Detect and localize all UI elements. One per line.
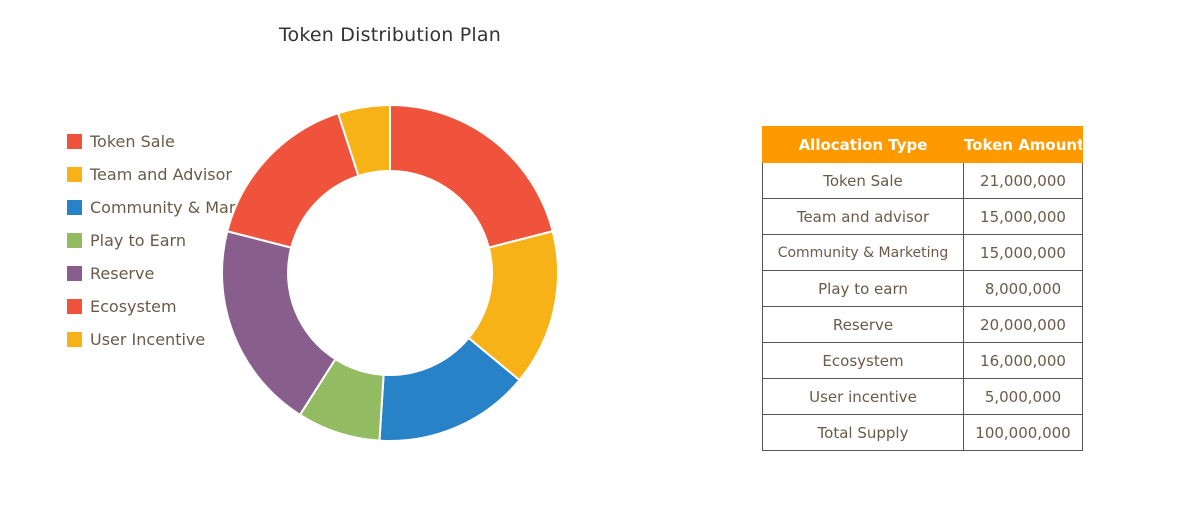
table-row: Play to earn 8,000,000	[762, 270, 1083, 307]
cell-allocation-type: User incentive	[762, 378, 964, 415]
legend-item[interactable]: Ecosystem	[67, 290, 285, 323]
legend-label: Play to Earn	[90, 231, 186, 250]
legend-item[interactable]: Reserve	[67, 257, 285, 290]
table-header-row: Allocation Type Token Amount	[762, 126, 1083, 163]
legend-swatch	[67, 200, 82, 215]
legend-swatch	[67, 332, 82, 347]
table-row: Team and advisor 15,000,000	[762, 198, 1083, 235]
legend-swatch	[67, 134, 82, 149]
chart-title: Token Distribution Plan	[278, 24, 501, 46]
legend-item[interactable]: Team and Advisor	[67, 158, 285, 191]
cell-allocation-type: Play to earn	[762, 270, 964, 307]
header-allocation-type: Allocation Type	[762, 126, 964, 163]
cell-allocation-type: Total Supply	[762, 414, 964, 451]
cell-allocation-type: Community & Marketing	[762, 234, 964, 271]
table-row-total: Total Supply 100,000,000	[762, 414, 1083, 451]
donut-chart	[221, 103, 559, 442]
donut-slice-reserve[interactable]	[221, 230, 337, 417]
allocation-table: Allocation Type Token Amount Token Sale …	[762, 126, 1083, 451]
donut-slice-token-sale[interactable]	[389, 103, 554, 249]
cell-token-amount: 8,000,000	[963, 270, 1083, 307]
cell-token-amount: 15,000,000	[963, 198, 1083, 235]
legend-item[interactable]: Token Sale	[67, 125, 285, 158]
cell-token-amount: 20,000,000	[963, 306, 1083, 343]
header-token-amount: Token Amount	[963, 126, 1083, 163]
table-row: Reserve 20,000,000	[762, 306, 1083, 343]
legend-label: User Incentive	[90, 330, 206, 349]
table-row: Token Sale 21,000,000	[762, 162, 1083, 199]
cell-allocation-type: Ecosystem	[762, 342, 964, 379]
cell-token-amount: 15,000,000	[963, 234, 1083, 271]
legend-swatch	[67, 167, 82, 182]
cell-allocation-type: Team and advisor	[762, 198, 964, 235]
legend-item[interactable]: Play to Earn	[67, 224, 285, 257]
legend-label: Team and Advisor	[90, 165, 232, 184]
cell-token-amount: 100,000,000	[963, 414, 1083, 451]
cell-allocation-type: Reserve	[762, 306, 964, 343]
legend-label: Ecosystem	[90, 297, 177, 316]
legend-swatch	[67, 299, 82, 314]
legend-label: Token Sale	[90, 132, 175, 151]
cell-allocation-type: Token Sale	[762, 162, 964, 199]
table-row: Community & Marketing 15,000,000	[762, 234, 1083, 271]
table-row: Ecosystem 16,000,000	[762, 342, 1083, 379]
cell-token-amount: 5,000,000	[963, 378, 1083, 415]
table-row: User incentive 5,000,000	[762, 378, 1083, 415]
donut-slice-user-incentive[interactable]	[336, 103, 391, 178]
allocation-table-wrapper: Allocation Type Token Amount Token Sale …	[762, 126, 1083, 451]
legend-label: Reserve	[90, 264, 155, 283]
cell-token-amount: 21,000,000	[963, 162, 1083, 199]
legend-swatch	[67, 266, 82, 281]
legend-swatch	[67, 233, 82, 248]
legend-item[interactable]: User Incentive	[67, 323, 285, 356]
cell-token-amount: 16,000,000	[963, 342, 1083, 379]
donut-slice-ecosystem[interactable]	[226, 111, 360, 249]
